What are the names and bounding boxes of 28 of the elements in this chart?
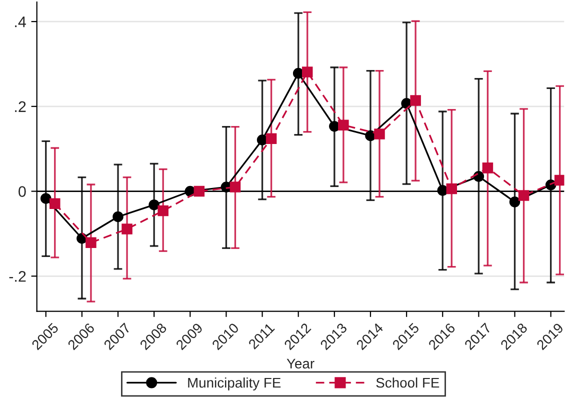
- point: [338, 120, 349, 130]
- point: [554, 174, 564, 186]
- y-tick-label: .4: [15, 16, 26, 28]
- legend-label: School FE: [376, 377, 440, 388]
- legend-label: Municipality FE: [188, 377, 281, 390]
- y-tick-label: -.2: [9, 271, 26, 282]
- point: [509, 196, 520, 208]
- x-axis-title: Year: [286, 358, 314, 369]
- point: [437, 185, 448, 196]
- point: [86, 237, 96, 248]
- point: [518, 190, 530, 201]
- y-tick-label: 0: [18, 186, 26, 197]
- y-tick-label: .2: [15, 101, 26, 112]
- point: [446, 183, 458, 194]
- point: [266, 133, 277, 144]
- point: [482, 162, 494, 174]
- point: [374, 128, 385, 140]
- point: [148, 199, 160, 210]
- point: [302, 66, 313, 78]
- point: [410, 95, 421, 106]
- point: [40, 193, 52, 204]
- point: [194, 186, 205, 197]
- point: [230, 182, 241, 192]
- point: [122, 224, 132, 234]
- point: [50, 198, 60, 209]
- point: [158, 205, 168, 216]
- point: [292, 68, 304, 79]
- point: [112, 211, 124, 222]
